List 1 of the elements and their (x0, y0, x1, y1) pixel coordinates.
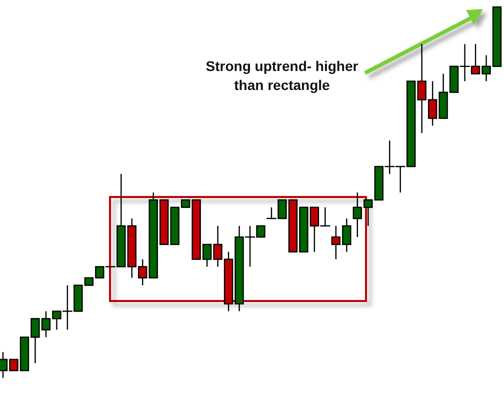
annotation: Strong uptrend- higher than rectangle (206, 58, 359, 93)
